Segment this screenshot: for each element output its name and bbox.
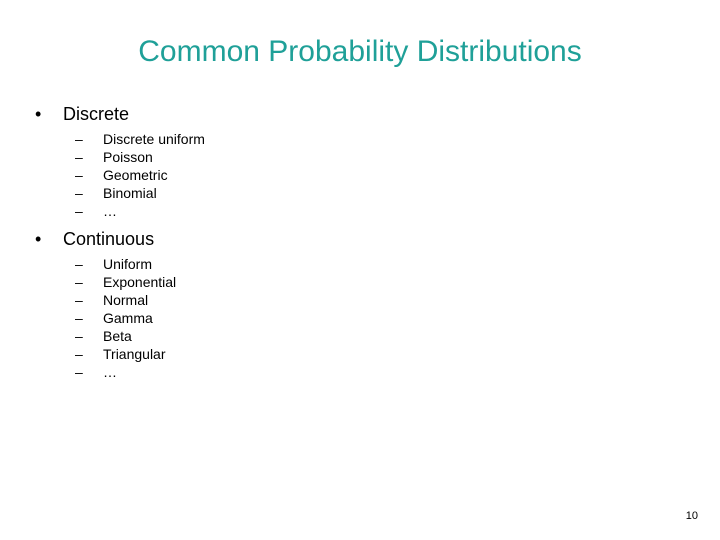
bullet-l2: – xyxy=(75,256,103,272)
page-number: 10 xyxy=(686,510,698,522)
section-items: –Uniform –Exponential –Normal –Gamma –Be… xyxy=(35,256,720,380)
list-item: –Beta xyxy=(75,328,720,344)
list-item: –Gamma xyxy=(75,310,720,326)
bullet-l2: – xyxy=(75,203,103,219)
section-label: Continuous xyxy=(63,229,154,250)
list-item: –Uniform xyxy=(75,256,720,272)
list-item: –Binomial xyxy=(75,185,720,201)
section-label: Discrete xyxy=(63,104,129,125)
item-text: Binomial xyxy=(103,185,157,201)
list-item: –Normal xyxy=(75,292,720,308)
bullet-l2: – xyxy=(75,131,103,147)
bullet-l2: – xyxy=(75,364,103,380)
bullet-l2: – xyxy=(75,149,103,165)
bullet-l1: • xyxy=(35,229,63,250)
item-text: Gamma xyxy=(103,310,153,326)
section-heading: • Continuous xyxy=(35,229,720,250)
list-item: –Exponential xyxy=(75,274,720,290)
bullet-l2: – xyxy=(75,346,103,362)
bullet-l1: • xyxy=(35,104,63,125)
bullet-l2: – xyxy=(75,310,103,326)
list-item: –… xyxy=(75,364,720,380)
bullet-l2: – xyxy=(75,292,103,308)
section-items: –Discrete uniform –Poisson –Geometric –B… xyxy=(35,131,720,219)
bullet-l2: – xyxy=(75,185,103,201)
item-text: … xyxy=(103,203,117,219)
list-item: –Triangular xyxy=(75,346,720,362)
item-text: Beta xyxy=(103,328,132,344)
slide-content: • Discrete –Discrete uniform –Poisson –G… xyxy=(0,104,720,380)
slide-title: Common Probability Distributions xyxy=(0,0,720,94)
item-text: Exponential xyxy=(103,274,176,290)
bullet-l2: – xyxy=(75,167,103,183)
bullet-l2: – xyxy=(75,328,103,344)
item-text: Poisson xyxy=(103,149,153,165)
list-item: –Discrete uniform xyxy=(75,131,720,147)
item-text: … xyxy=(103,364,117,380)
list-item: –… xyxy=(75,203,720,219)
item-text: Discrete uniform xyxy=(103,131,205,147)
item-text: Normal xyxy=(103,292,148,308)
list-item: –Poisson xyxy=(75,149,720,165)
bullet-l2: – xyxy=(75,274,103,290)
item-text: Geometric xyxy=(103,167,168,183)
list-item: –Geometric xyxy=(75,167,720,183)
item-text: Uniform xyxy=(103,256,152,272)
item-text: Triangular xyxy=(103,346,166,362)
section-heading: • Discrete xyxy=(35,104,720,125)
